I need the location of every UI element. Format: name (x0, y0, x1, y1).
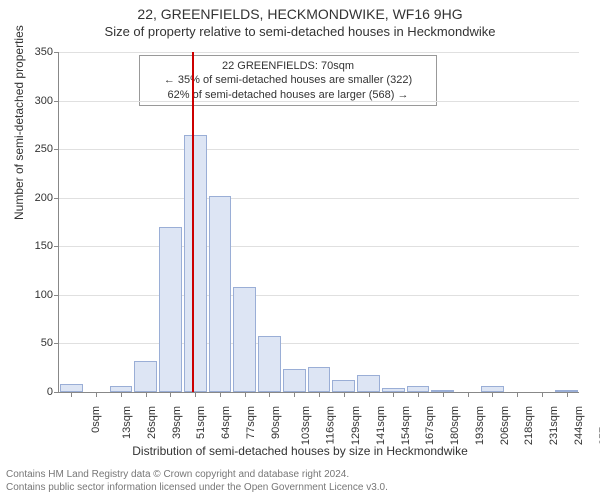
y-tick-label: 0 (25, 386, 53, 398)
grid-line (59, 246, 579, 247)
y-tick-label: 150 (25, 240, 53, 252)
x-tick-mark (369, 392, 370, 397)
x-tick-mark (195, 392, 196, 397)
y-tick-label: 200 (25, 192, 53, 204)
histogram-bar (209, 196, 232, 392)
x-tick-mark (393, 392, 394, 397)
info-line-1: 22 GREENFIELDS: 70sqm (148, 59, 428, 73)
x-tick-mark (492, 392, 493, 397)
x-tick-label: 244sqm (573, 406, 585, 445)
histogram-bar (308, 367, 331, 392)
y-tick-mark (54, 52, 59, 53)
grid-line (59, 52, 579, 53)
x-tick-mark (121, 392, 122, 397)
x-tick-mark (344, 392, 345, 397)
histogram-bar (357, 375, 380, 392)
x-tick-label: 231sqm (548, 406, 560, 445)
histogram-bar (60, 384, 83, 392)
histogram-bar (283, 369, 306, 392)
chart-container: 22, GREENFIELDS, HECKMONDWIKE, WF16 9HG … (0, 0, 600, 500)
histogram-bar (233, 287, 256, 392)
y-tick-label: 250 (25, 143, 53, 155)
grid-line (59, 198, 579, 199)
y-axis-label: Number of semi-detached properties (12, 25, 26, 220)
x-tick-label: 167sqm (424, 406, 436, 445)
x-tick-label: 180sqm (449, 406, 461, 445)
footer-line-1: Contains HM Land Registry data © Crown c… (6, 468, 388, 481)
y-tick-mark (54, 295, 59, 296)
grid-line (59, 101, 579, 102)
x-tick-mark (269, 392, 270, 397)
x-tick-mark (245, 392, 246, 397)
x-tick-label: 218sqm (523, 406, 535, 445)
x-tick-label: 129sqm (350, 406, 362, 445)
reference-line (192, 52, 194, 392)
x-tick-label: 51sqm (195, 406, 207, 439)
y-tick-mark (54, 101, 59, 102)
x-tick-label: 0sqm (90, 406, 102, 433)
histogram-bar (184, 135, 207, 392)
x-tick-mark (542, 392, 543, 397)
grid-line (59, 343, 579, 344)
x-tick-label: 193sqm (474, 406, 486, 445)
x-tick-mark (418, 392, 419, 397)
info-box: 22 GREENFIELDS: 70sqm ← 35% of semi-deta… (139, 55, 437, 106)
histogram-bar (332, 380, 355, 392)
y-tick-mark (54, 343, 59, 344)
x-tick-mark (567, 392, 568, 397)
x-tick-label: 26sqm (146, 406, 158, 439)
x-tick-mark (468, 392, 469, 397)
x-tick-mark (146, 392, 147, 397)
grid-line (59, 149, 579, 150)
y-tick-label: 100 (25, 289, 53, 301)
grid-line (59, 295, 579, 296)
histogram-bar (159, 227, 182, 392)
x-tick-label: 116sqm (325, 406, 337, 444)
x-tick-mark (319, 392, 320, 397)
x-tick-label: 206sqm (499, 406, 511, 445)
x-tick-label: 39sqm (171, 406, 183, 439)
x-tick-label: 13sqm (121, 406, 133, 439)
info-line-2: ← 35% of semi-detached houses are smalle… (148, 73, 428, 87)
x-tick-label: 103sqm (301, 406, 313, 445)
x-tick-mark (443, 392, 444, 397)
y-tick-mark (54, 246, 59, 247)
x-tick-label: 64sqm (220, 406, 232, 439)
footer-line-2: Contains public sector information licen… (6, 481, 388, 494)
x-tick-mark (71, 392, 72, 397)
y-tick-mark (54, 392, 59, 393)
plot-region: 22 GREENFIELDS: 70sqm ← 35% of semi-deta… (58, 52, 579, 393)
x-tick-mark (517, 392, 518, 397)
histogram-bar (258, 336, 281, 392)
x-tick-label: 154sqm (400, 406, 412, 445)
y-tick-mark (54, 198, 59, 199)
x-tick-label: 77sqm (245, 406, 257, 439)
x-tick-mark (170, 392, 171, 397)
chart-subtitle: Size of property relative to semi-detach… (0, 22, 600, 39)
y-tick-label: 350 (25, 46, 53, 58)
y-tick-mark (54, 149, 59, 150)
x-tick-mark (220, 392, 221, 397)
x-tick-mark (294, 392, 295, 397)
x-tick-label: 90sqm (270, 406, 282, 439)
x-tick-mark (96, 392, 97, 397)
histogram-bar (134, 361, 157, 392)
y-tick-label: 50 (25, 337, 53, 349)
chart-plot-area: 22 GREENFIELDS: 70sqm ← 35% of semi-deta… (58, 52, 578, 392)
x-axis-label: Distribution of semi-detached houses by … (0, 444, 600, 458)
x-tick-label: 141sqm (375, 406, 387, 445)
chart-title: 22, GREENFIELDS, HECKMONDWIKE, WF16 9HG (0, 0, 600, 22)
y-tick-label: 300 (25, 95, 53, 107)
footer-attribution: Contains HM Land Registry data © Crown c… (6, 468, 388, 494)
